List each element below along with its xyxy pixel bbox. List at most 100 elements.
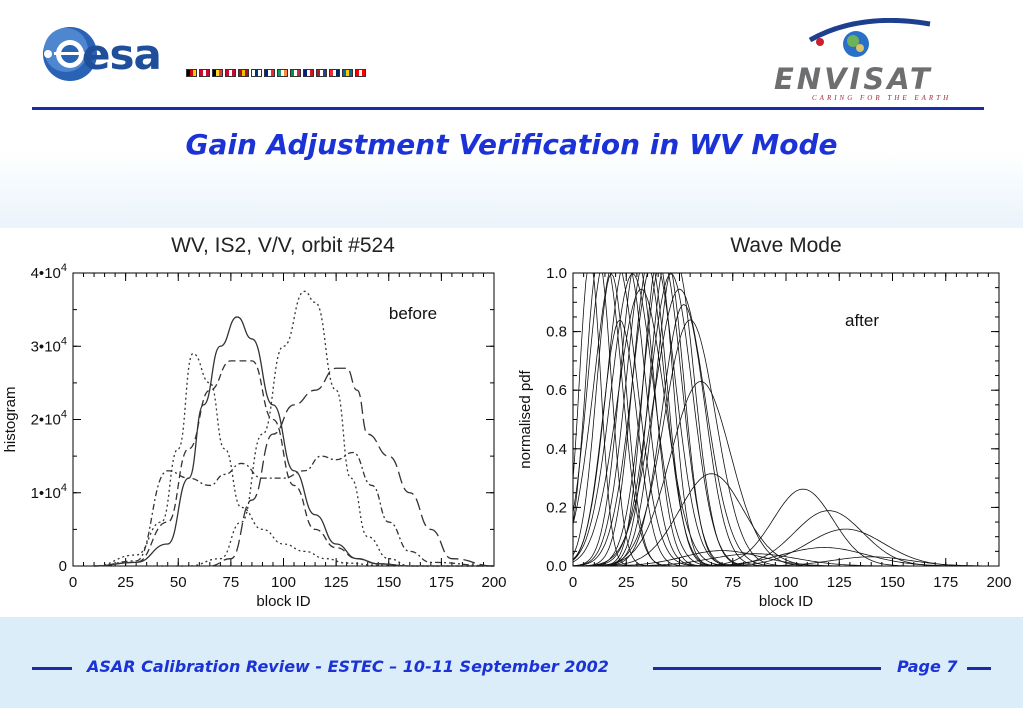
y-tick-exponent: 4 <box>61 409 67 421</box>
y-tick-exponent: 4 <box>61 262 67 274</box>
footer-rule-middle <box>653 667 881 670</box>
y-tick-base: 4•10 <box>31 265 61 282</box>
x-tick-label: 200 <box>481 574 506 591</box>
y-tick-base: 3•10 <box>31 338 61 355</box>
y-tick-base: 0 <box>59 558 67 575</box>
series-line-1 <box>94 352 494 567</box>
y-tick-label: 0.2 <box>546 499 567 516</box>
page-indicator: Page 7 <box>897 657 958 676</box>
chart-before: 0 25 50 75 100 125 150 175 20001•1042•1043•1044•… <box>2 234 507 610</box>
page-label: Page <box>897 657 941 676</box>
x-tick-label: 175 <box>933 574 958 591</box>
chart-before-panel: 0 25 50 75 100 125 150 175 200 0 1•104 2•104 3•104 4•… <box>0 228 520 618</box>
x-tick-label: 75 <box>724 574 741 591</box>
member-state-flags <box>186 69 366 77</box>
flag-11 <box>329 69 340 77</box>
footer-rule-right <box>967 667 991 670</box>
series-line-7 <box>573 273 999 566</box>
header-rule <box>32 107 984 110</box>
x-axis-label: block ID <box>256 593 310 610</box>
series-line-4 <box>136 290 494 567</box>
series-line-3 <box>573 273 999 566</box>
series-line-0 <box>94 316 494 567</box>
y-tick-label: 0.6 <box>546 382 567 399</box>
series-line-29 <box>573 556 999 566</box>
y-tick-label: 0 <box>59 558 67 575</box>
series-line-14 <box>573 273 999 566</box>
y-tick-label: 0.4 <box>546 441 567 458</box>
series-line-27 <box>573 528 999 566</box>
series-line-21 <box>573 380 999 566</box>
page-number: 7 <box>946 657 958 676</box>
esa-logo-text: esa <box>82 30 162 79</box>
flag-1 <box>199 69 210 77</box>
y-tick-exponent: 4 <box>61 482 67 494</box>
x-axis-label: block ID <box>759 593 813 610</box>
x-tick-label: 200 <box>986 574 1011 591</box>
y-tick-label: 0.8 <box>546 324 567 341</box>
slide-footer <box>0 617 1023 708</box>
chart-annotation: after <box>845 311 879 330</box>
series-line-25 <box>573 488 999 566</box>
y-tick-label: 1.0 <box>546 265 567 282</box>
series-line-5 <box>573 319 999 566</box>
x-tick-label: 50 <box>170 574 187 591</box>
series-line-2 <box>573 273 999 566</box>
x-tick-label: 100 <box>271 574 296 591</box>
flag-8 <box>290 69 301 77</box>
envisat-tagline: CARING FOR THE EARTH <box>812 94 952 102</box>
y-tick-label: 1•104 <box>31 482 67 502</box>
flag-12 <box>342 69 353 77</box>
chart-annotation: before <box>389 304 437 323</box>
series-line-5 <box>157 367 495 567</box>
flag-9 <box>303 69 314 77</box>
chart-title: Wave Mode <box>730 234 841 257</box>
chart-title: WV, IS2, V/V, orbit #524 <box>171 234 395 257</box>
series-line-16 <box>573 273 999 566</box>
flag-5 <box>251 69 262 77</box>
series-line-15 <box>573 273 999 566</box>
y-tick-label: 3•104 <box>31 335 67 355</box>
x-tick-label: 50 <box>671 574 688 591</box>
footer-text: ASAR Calibration Review - ESTEC – 10-11 … <box>87 657 609 676</box>
x-tick-label: 175 <box>429 574 454 591</box>
y-tick-base: 2•10 <box>31 412 61 429</box>
x-tick-label: 25 <box>618 574 635 591</box>
envisat-logo-text: ENVISAT <box>774 62 933 96</box>
y-tick-label: 0.0 <box>546 558 567 575</box>
envisat-logo <box>808 18 931 57</box>
series-line-18 <box>573 288 999 566</box>
series-line-17 <box>573 273 999 566</box>
series-line-20 <box>573 319 999 566</box>
x-tick-label: 25 <box>117 574 134 591</box>
series-line-23 <box>573 550 999 566</box>
x-tick-label: 0 <box>569 574 577 591</box>
y-tick-label: 2•104 <box>31 409 67 429</box>
footer-rule-left <box>32 667 72 670</box>
series-line-24 <box>573 553 999 566</box>
flag-3 <box>225 69 236 77</box>
slide-header: esa ENVISAT CARING FOR THE EARTH <box>0 0 1023 112</box>
flag-0 <box>186 69 197 77</box>
series-line-3 <box>94 360 494 567</box>
y-tick-label: 4•104 <box>31 262 67 282</box>
series-line-28 <box>573 547 999 566</box>
chart-after-panel: 0 25 50 75 100 125 150 175 200 0.0 0.2 0.4 0.6 0.8 1.0… <box>514 228 1023 618</box>
flag-13 <box>355 69 366 77</box>
series-line-8 <box>573 273 999 566</box>
flag-4 <box>238 69 249 77</box>
x-tick-label: 125 <box>827 574 852 591</box>
slide-title: Gain Adjustment Verification in WV Mode <box>185 128 838 161</box>
series-line-12 <box>573 273 999 566</box>
x-tick-label: 125 <box>324 574 349 591</box>
x-tick-label: 150 <box>880 574 905 591</box>
flag-7 <box>277 69 288 77</box>
y-tick-base: 1•10 <box>31 485 61 502</box>
y-axis-label: normalised pdf <box>517 369 534 468</box>
x-tick-label: 75 <box>223 574 240 591</box>
flag-6 <box>264 69 275 77</box>
x-tick-label: 100 <box>773 574 798 591</box>
series-line-2 <box>94 451 495 567</box>
flag-2 <box>212 69 223 77</box>
y-axis-label: histogram <box>2 387 19 453</box>
